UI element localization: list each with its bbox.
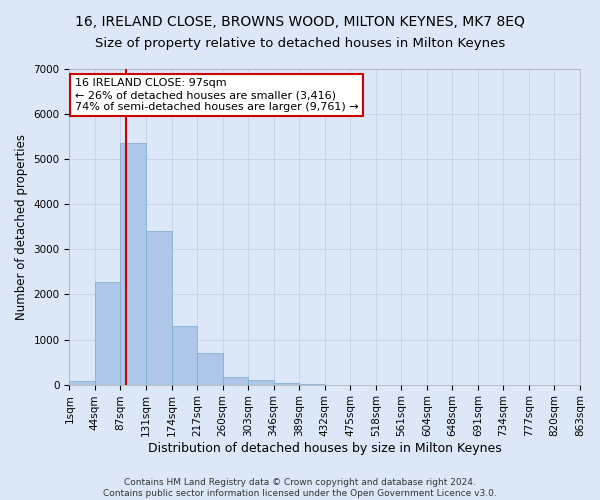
- Text: Contains HM Land Registry data © Crown copyright and database right 2024.
Contai: Contains HM Land Registry data © Crown c…: [103, 478, 497, 498]
- Bar: [223, 376, 248, 384]
- Y-axis label: Number of detached properties: Number of detached properties: [15, 134, 28, 320]
- Bar: [248, 380, 274, 384]
- Text: Size of property relative to detached houses in Milton Keynes: Size of property relative to detached ho…: [95, 38, 505, 51]
- Bar: [274, 383, 299, 384]
- Bar: [172, 326, 197, 384]
- Text: 16 IRELAND CLOSE: 97sqm
← 26% of detached houses are smaller (3,416)
74% of semi: 16 IRELAND CLOSE: 97sqm ← 26% of detache…: [74, 78, 358, 112]
- Bar: [146, 232, 172, 384]
- X-axis label: Distribution of detached houses by size in Milton Keynes: Distribution of detached houses by size …: [148, 442, 502, 455]
- Bar: [95, 282, 121, 384]
- Bar: [70, 381, 95, 384]
- Bar: [121, 144, 146, 384]
- Bar: [197, 353, 223, 384]
- Text: 16, IRELAND CLOSE, BROWNS WOOD, MILTON KEYNES, MK7 8EQ: 16, IRELAND CLOSE, BROWNS WOOD, MILTON K…: [75, 15, 525, 29]
